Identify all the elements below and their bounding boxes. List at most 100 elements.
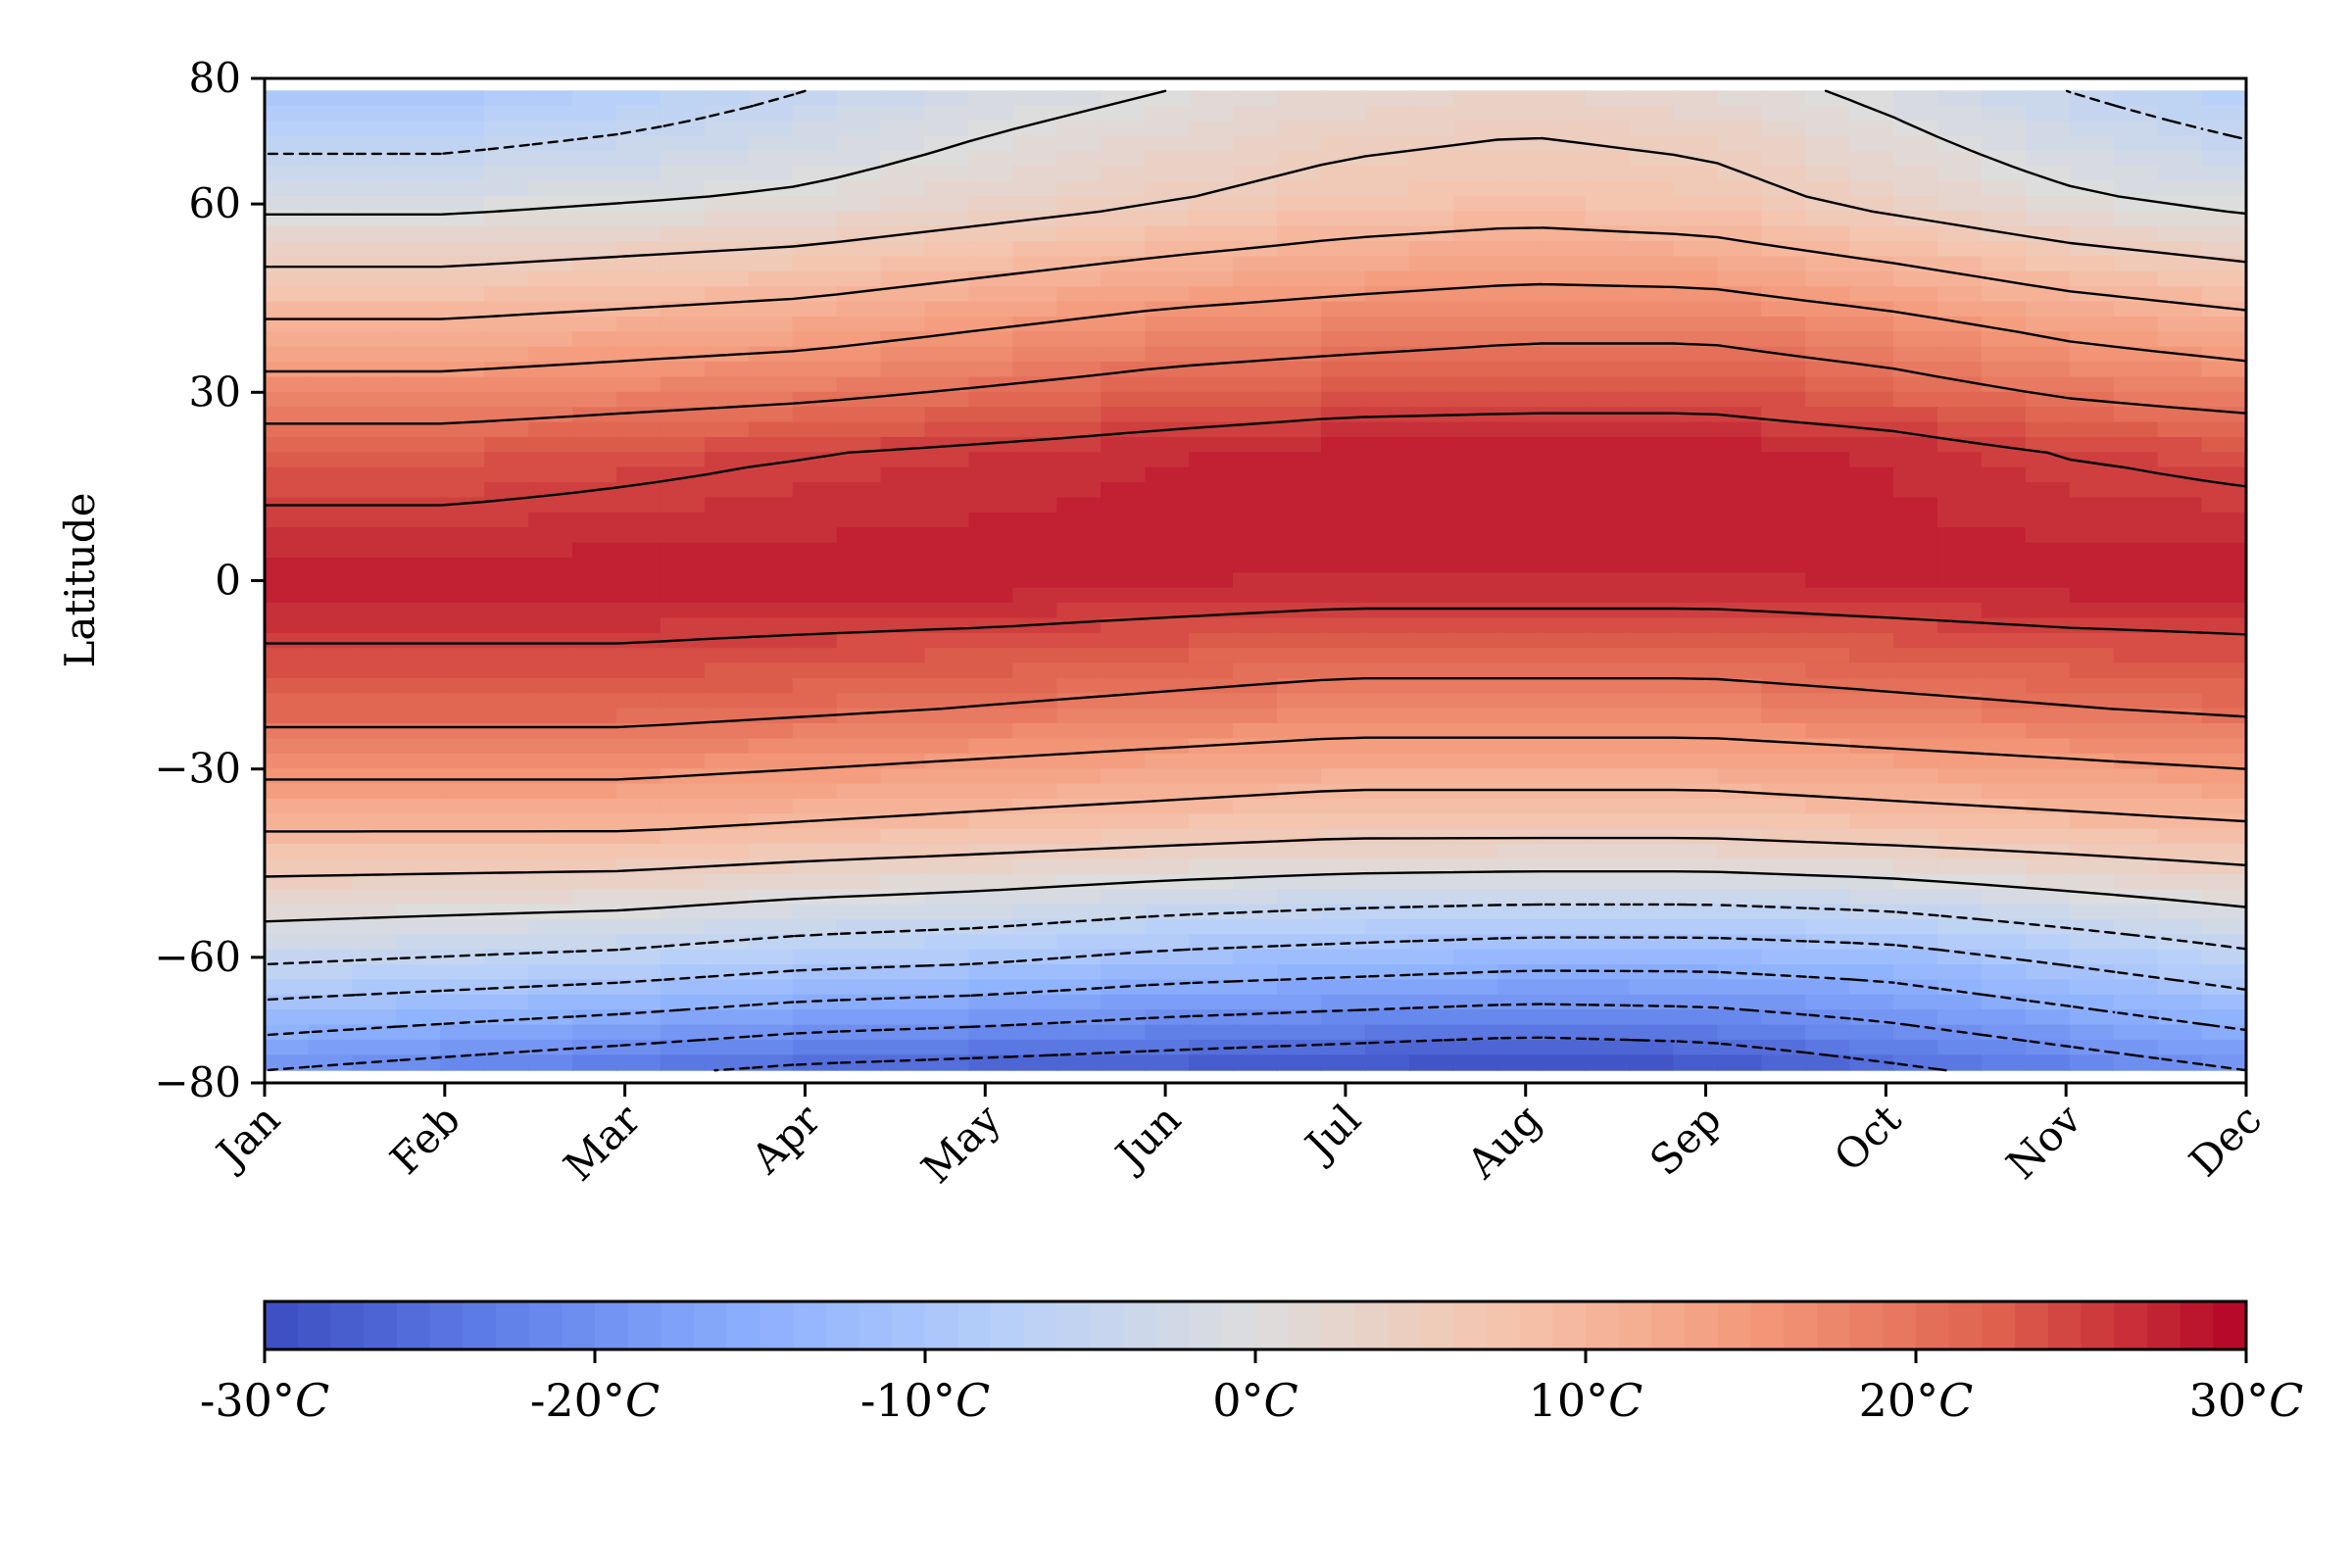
heatmap-cell: [748, 648, 794, 664]
heatmap-cell: [528, 873, 574, 891]
heatmap-cell: [528, 407, 574, 423]
heatmap-cell: [660, 798, 706, 815]
heatmap-cell: [1673, 617, 1719, 634]
heatmap-cell: [1189, 211, 1235, 227]
heatmap-cell: [615, 497, 662, 514]
heatmap-cell: [484, 542, 530, 559]
heatmap-cell: [2157, 587, 2203, 605]
heatmap-cell: [1893, 889, 1938, 906]
heatmap-cell: [1936, 677, 1983, 695]
heatmap-cell: [1585, 813, 1631, 830]
heatmap-cell: [2157, 225, 2203, 243]
heatmap-cell: [1145, 828, 1191, 846]
heatmap-cell: [2025, 166, 2071, 182]
heatmap-cell: [484, 362, 530, 378]
heatmap-cell: [1189, 964, 1235, 981]
heatmap-cell: [2201, 512, 2246, 529]
heatmap-cell: [748, 708, 794, 725]
heatmap-cell: [396, 617, 442, 634]
heatmap-cell: [528, 1024, 574, 1041]
heatmap-cell: [1629, 768, 1675, 785]
heatmap-cell: [880, 662, 926, 679]
heatmap-cell: [1101, 723, 1147, 740]
heatmap-cell: [2025, 376, 2071, 393]
heatmap-cell: [484, 738, 530, 755]
heatmap-cell: [748, 452, 794, 468]
heatmap-cell: [440, 783, 486, 800]
heatmap-cell: [704, 844, 750, 860]
heatmap-cell: [615, 391, 662, 409]
heatmap-cell: [440, 964, 486, 981]
heatmap-cell: [1408, 572, 1454, 589]
heatmap-cell: [484, 225, 530, 243]
heatmap-cell: [1233, 693, 1278, 710]
heatmap-cell: [1541, 648, 1587, 664]
heatmap-cell: [1541, 813, 1587, 830]
heatmap-cell: [704, 301, 750, 318]
heatmap-cell: [1893, 708, 1938, 725]
heatmap-cell: [836, 452, 882, 468]
heatmap-cell: [836, 828, 882, 846]
heatmap-cell: [615, 693, 662, 710]
heatmap-cell: [2157, 1039, 2203, 1056]
heatmap-cell: [2069, 1009, 2115, 1026]
heatmap-cell: [1717, 632, 1763, 650]
heatmap-cell: [1012, 753, 1058, 770]
heatmap-cell: [836, 270, 882, 288]
heatmap-cell: [440, 105, 486, 122]
heatmap-cell: [572, 316, 617, 333]
heatmap-cell: [1936, 813, 1983, 830]
heatmap-cell: [2201, 632, 2246, 650]
heatmap-cell: [1629, 286, 1675, 303]
heatmap-cell: [265, 798, 310, 815]
heatmap-cell: [1364, 1009, 1410, 1026]
heatmap-cell: [924, 135, 970, 152]
heatmap-cell: [1233, 256, 1278, 272]
heatmap-cell: [1849, 768, 1895, 785]
heatmap-cell: [1717, 918, 1763, 936]
colorbar-tick-label: 10°C: [1529, 1374, 1643, 1427]
heatmap-cell: [924, 1009, 970, 1026]
heatmap-cell: [1012, 934, 1058, 951]
heatmap-cell: [1364, 587, 1410, 605]
heatmap-cell: [1541, 708, 1587, 725]
heatmap-cell: [1452, 844, 1498, 860]
heatmap-cell: [2201, 587, 2246, 605]
heatmap-cell: [1805, 497, 1851, 514]
heatmap-cell: [308, 648, 354, 664]
heatmap-cell: [308, 1054, 354, 1071]
heatmap-cell: [440, 391, 486, 409]
heatmap-cell: [660, 166, 706, 182]
heatmap-cell: [1673, 1039, 1719, 1056]
heatmap-cell: [748, 421, 794, 438]
heatmap-cell: [1189, 648, 1235, 664]
heatmap-cell: [704, 738, 750, 755]
heatmap-cell: [1673, 211, 1719, 227]
heatmap-cell: [924, 497, 970, 514]
heatmap-cell: [396, 693, 442, 710]
heatmap-cell: [1233, 121, 1278, 137]
heatmap-cell: [572, 918, 617, 936]
heatmap-cell: [2157, 798, 2203, 815]
heatmap-cell: [1893, 738, 1938, 755]
heatmap-cell: [1233, 979, 1278, 996]
heatmap-cell: [1893, 828, 1938, 846]
heatmap-cell: [1233, 677, 1278, 695]
heatmap-cell: [1276, 436, 1322, 454]
heatmap-cell: [660, 180, 706, 197]
heatmap-cell: [2157, 693, 2203, 710]
heatmap-cell: [1320, 421, 1366, 438]
heatmap-cell: [2157, 979, 2203, 996]
heatmap-cell: [1320, 587, 1366, 605]
heatmap-cell: [352, 482, 398, 499]
heatmap-cell: [352, 934, 398, 951]
heatmap-cell: [2069, 482, 2115, 499]
heatmap-cell: [1233, 587, 1278, 605]
heatmap-cell: [265, 121, 310, 137]
heatmap-cell: [792, 90, 838, 107]
heatmap-cell: [1276, 542, 1322, 559]
heatmap-cell: [1805, 844, 1851, 860]
heatmap-cell: [484, 1039, 530, 1056]
heatmap-cell: [1673, 121, 1719, 137]
heatmap-cell: [792, 542, 838, 559]
